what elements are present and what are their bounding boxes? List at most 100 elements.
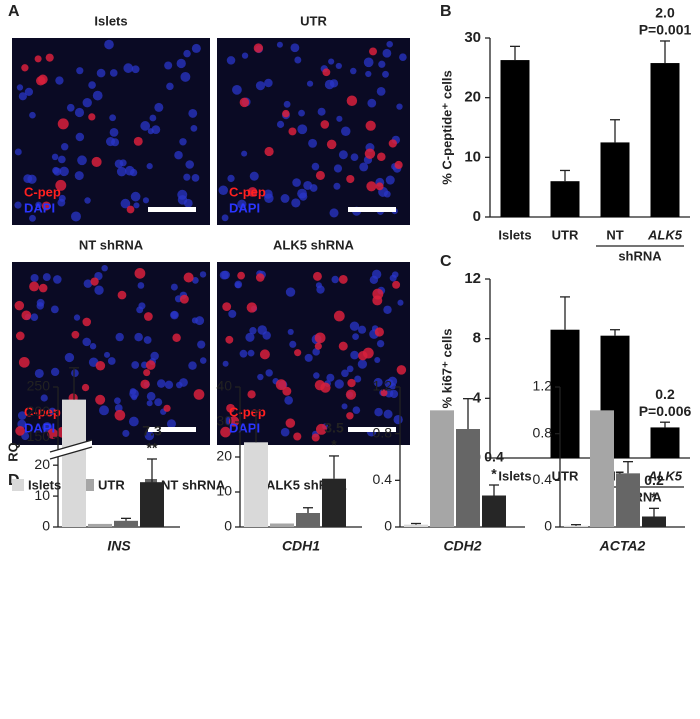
cell bbox=[82, 337, 91, 347]
cell bbox=[55, 179, 67, 191]
cell bbox=[329, 208, 339, 218]
cell bbox=[329, 79, 339, 88]
cell bbox=[146, 163, 153, 170]
image-title: ALK5 shRNA bbox=[273, 237, 355, 252]
stain-label: DAPI bbox=[24, 420, 55, 435]
y-tick-label: 150 bbox=[27, 428, 51, 444]
scale-bar bbox=[348, 207, 396, 212]
cell bbox=[265, 369, 273, 377]
cell bbox=[293, 432, 302, 441]
cell bbox=[350, 67, 357, 75]
cell bbox=[71, 330, 80, 339]
cell bbox=[188, 109, 198, 118]
cell bbox=[299, 192, 308, 201]
cell bbox=[255, 81, 266, 91]
cell bbox=[241, 150, 248, 157]
cell bbox=[285, 418, 296, 428]
image-title: UTR bbox=[300, 13, 327, 28]
bar bbox=[482, 495, 506, 527]
cell bbox=[81, 383, 90, 392]
y-tick-label: 10 bbox=[464, 148, 481, 165]
cell bbox=[320, 120, 330, 129]
cell bbox=[18, 356, 30, 368]
scale-bar bbox=[348, 427, 396, 432]
x-axis-label: CDH2 bbox=[443, 538, 481, 554]
cell bbox=[131, 394, 138, 401]
cell bbox=[164, 380, 174, 389]
cell bbox=[35, 201, 42, 209]
cell bbox=[333, 310, 345, 322]
cell bbox=[366, 181, 377, 192]
cell bbox=[341, 126, 351, 136]
cell bbox=[150, 351, 159, 361]
cell bbox=[149, 114, 157, 122]
x-tick-label: UTR bbox=[552, 468, 579, 483]
cell bbox=[345, 389, 357, 400]
cell bbox=[249, 327, 257, 335]
cell bbox=[21, 64, 29, 72]
cell bbox=[228, 416, 240, 427]
x-tick-label: ALK5 bbox=[647, 468, 683, 483]
bar bbox=[296, 513, 320, 527]
cell bbox=[134, 267, 146, 279]
cell bbox=[96, 68, 106, 78]
cell bbox=[57, 118, 69, 130]
cell bbox=[134, 332, 143, 342]
cell bbox=[119, 159, 127, 167]
cell bbox=[247, 349, 255, 357]
bar bbox=[590, 410, 614, 527]
cell bbox=[245, 332, 255, 342]
stain-label: C-pep bbox=[229, 184, 266, 199]
cell bbox=[74, 107, 85, 118]
x-axis-label: ACTA2 bbox=[599, 538, 646, 554]
cell bbox=[144, 431, 155, 441]
cell bbox=[126, 205, 135, 214]
y-tick-label: 30 bbox=[464, 29, 481, 46]
cell bbox=[374, 407, 383, 417]
x-axis-label: INS bbox=[107, 538, 131, 554]
cell bbox=[164, 61, 173, 70]
cell bbox=[314, 342, 322, 350]
cell bbox=[326, 139, 337, 150]
cell bbox=[154, 398, 163, 407]
cell bbox=[14, 300, 25, 311]
y-tick-label: 30 bbox=[216, 413, 232, 429]
annotation: ** bbox=[147, 440, 158, 456]
cell bbox=[285, 287, 296, 297]
cell bbox=[392, 280, 401, 289]
cell bbox=[314, 332, 326, 344]
stain-label: DAPI bbox=[229, 420, 260, 435]
cell bbox=[374, 356, 381, 363]
cell bbox=[140, 379, 150, 389]
annotation: 7.3 bbox=[142, 423, 162, 439]
bar bbox=[550, 329, 580, 458]
cell bbox=[89, 343, 97, 350]
cell bbox=[130, 191, 141, 202]
cell bbox=[376, 86, 386, 96]
cell bbox=[241, 52, 249, 59]
cell bbox=[322, 68, 331, 77]
cell bbox=[276, 120, 285, 128]
panel-letter: C bbox=[440, 253, 452, 270]
cell bbox=[166, 82, 174, 91]
cell bbox=[14, 148, 22, 156]
cell bbox=[38, 283, 48, 293]
annotation: * bbox=[651, 489, 657, 505]
cell bbox=[57, 155, 66, 164]
cell bbox=[143, 336, 152, 344]
cell bbox=[320, 382, 331, 393]
y-tick-label: 0 bbox=[384, 518, 392, 534]
bar bbox=[550, 181, 580, 217]
cell bbox=[397, 299, 404, 306]
cell bbox=[338, 341, 348, 351]
group-label: shRNA bbox=[618, 248, 662, 263]
y-tick-label: 250 bbox=[27, 378, 51, 394]
cell bbox=[55, 76, 64, 85]
y-tick-label: 200 bbox=[27, 403, 51, 419]
cell bbox=[183, 272, 194, 283]
panel-letter: A bbox=[8, 3, 20, 20]
cell bbox=[109, 127, 119, 137]
cell bbox=[83, 279, 93, 288]
cell bbox=[170, 310, 179, 320]
x-tick-label: NT bbox=[606, 227, 623, 242]
